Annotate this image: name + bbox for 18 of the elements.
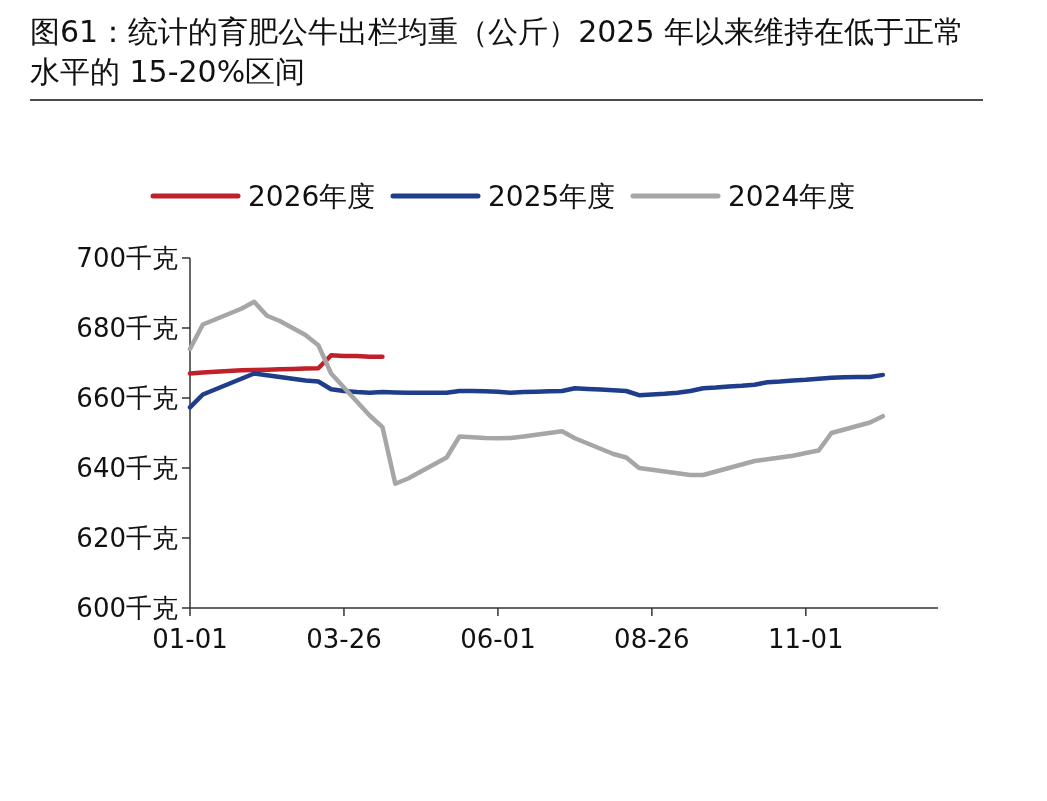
line-series bbox=[187, 299, 886, 486]
x-tick-label: 03-26 bbox=[306, 624, 382, 654]
legend-label: 2024年度 bbox=[728, 180, 856, 213]
y-tick-label: 640千克 bbox=[76, 453, 178, 484]
x-tick-label: 06-01 bbox=[460, 624, 536, 654]
x-tick-label: 01-01 bbox=[152, 624, 228, 654]
y-tick-label: 620千克 bbox=[76, 523, 178, 554]
legend-label: 2025年度 bbox=[488, 180, 616, 213]
y-tick-label: 680千克 bbox=[76, 313, 178, 344]
line-series bbox=[187, 353, 385, 376]
line-series bbox=[187, 371, 886, 410]
x-tick-label: 08-26 bbox=[614, 624, 690, 654]
y-tick-label: 700千克 bbox=[76, 243, 178, 274]
chart-title: 图61：统计的育肥公牛出栏均重（公斤）2025 年以来维持在低于正常水平的 15-20%区间 bbox=[30, 14, 965, 89]
y-tick-label: 600千克 bbox=[76, 593, 178, 624]
x-tick-label: 11-01 bbox=[768, 624, 844, 654]
legend-label: 2026年度 bbox=[248, 180, 376, 213]
y-tick-label: 660千克 bbox=[76, 383, 178, 414]
